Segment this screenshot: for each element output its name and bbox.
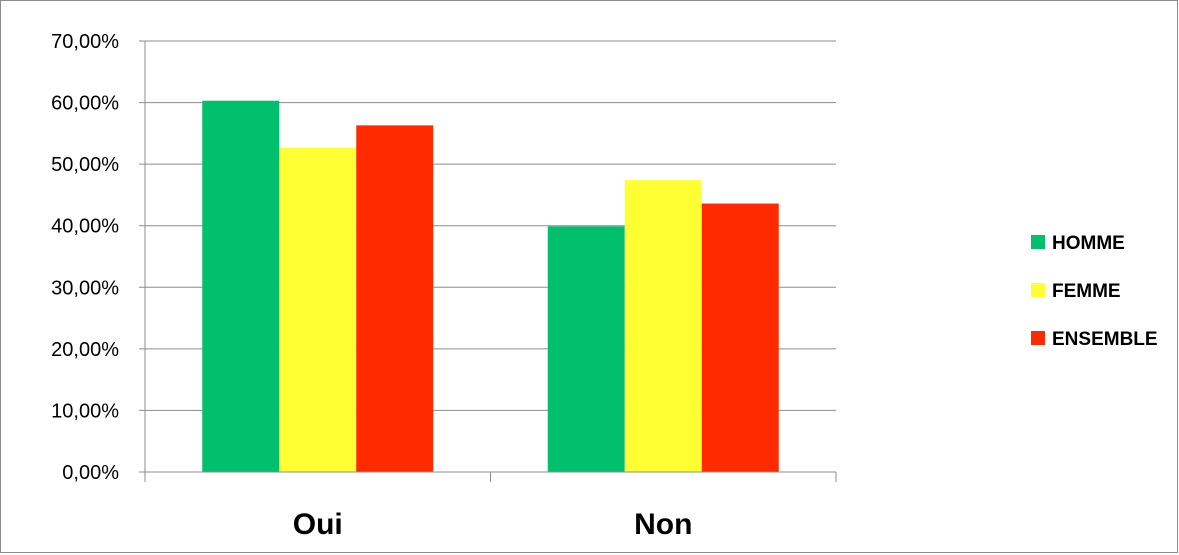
bar-femme-oui xyxy=(279,147,357,473)
y-tick-label: 40,00% xyxy=(51,216,119,238)
y-tick-label: 70,00% xyxy=(51,31,119,53)
y-tick-label: 60,00% xyxy=(51,93,119,115)
bar-homme-non xyxy=(547,226,625,472)
legend-swatch-homme xyxy=(1031,235,1045,249)
x-category-label: Oui xyxy=(293,508,343,541)
legend-label-homme: HOMME xyxy=(1052,233,1125,254)
bars xyxy=(202,100,779,473)
axes: 0,00% 10,00% 20,00% 30,00% 40,00% 50,00% 60,00… xyxy=(51,31,837,541)
x-category-label: Non xyxy=(634,508,692,541)
legend-swatch-femme xyxy=(1031,283,1045,297)
y-tick-label: 20,00% xyxy=(51,339,119,361)
legend: HOMME FEMME ENSEMBLE xyxy=(1031,233,1158,350)
y-tick-label: 10,00% xyxy=(51,400,119,422)
y-tick-label: 30,00% xyxy=(51,277,119,299)
legend-label-ensemble: ENSEMBLE xyxy=(1052,329,1158,350)
legend-swatch-ensemble xyxy=(1031,331,1045,345)
bar-ensemble-oui xyxy=(356,125,434,473)
bar-homme-oui xyxy=(202,100,280,472)
bar-ensemble-non xyxy=(701,203,779,472)
y-tick-label: 0,00% xyxy=(62,462,119,484)
y-tick-label: 50,00% xyxy=(51,154,119,176)
legend-label-femme: FEMME xyxy=(1052,281,1121,302)
bar-femme-non xyxy=(624,180,702,472)
